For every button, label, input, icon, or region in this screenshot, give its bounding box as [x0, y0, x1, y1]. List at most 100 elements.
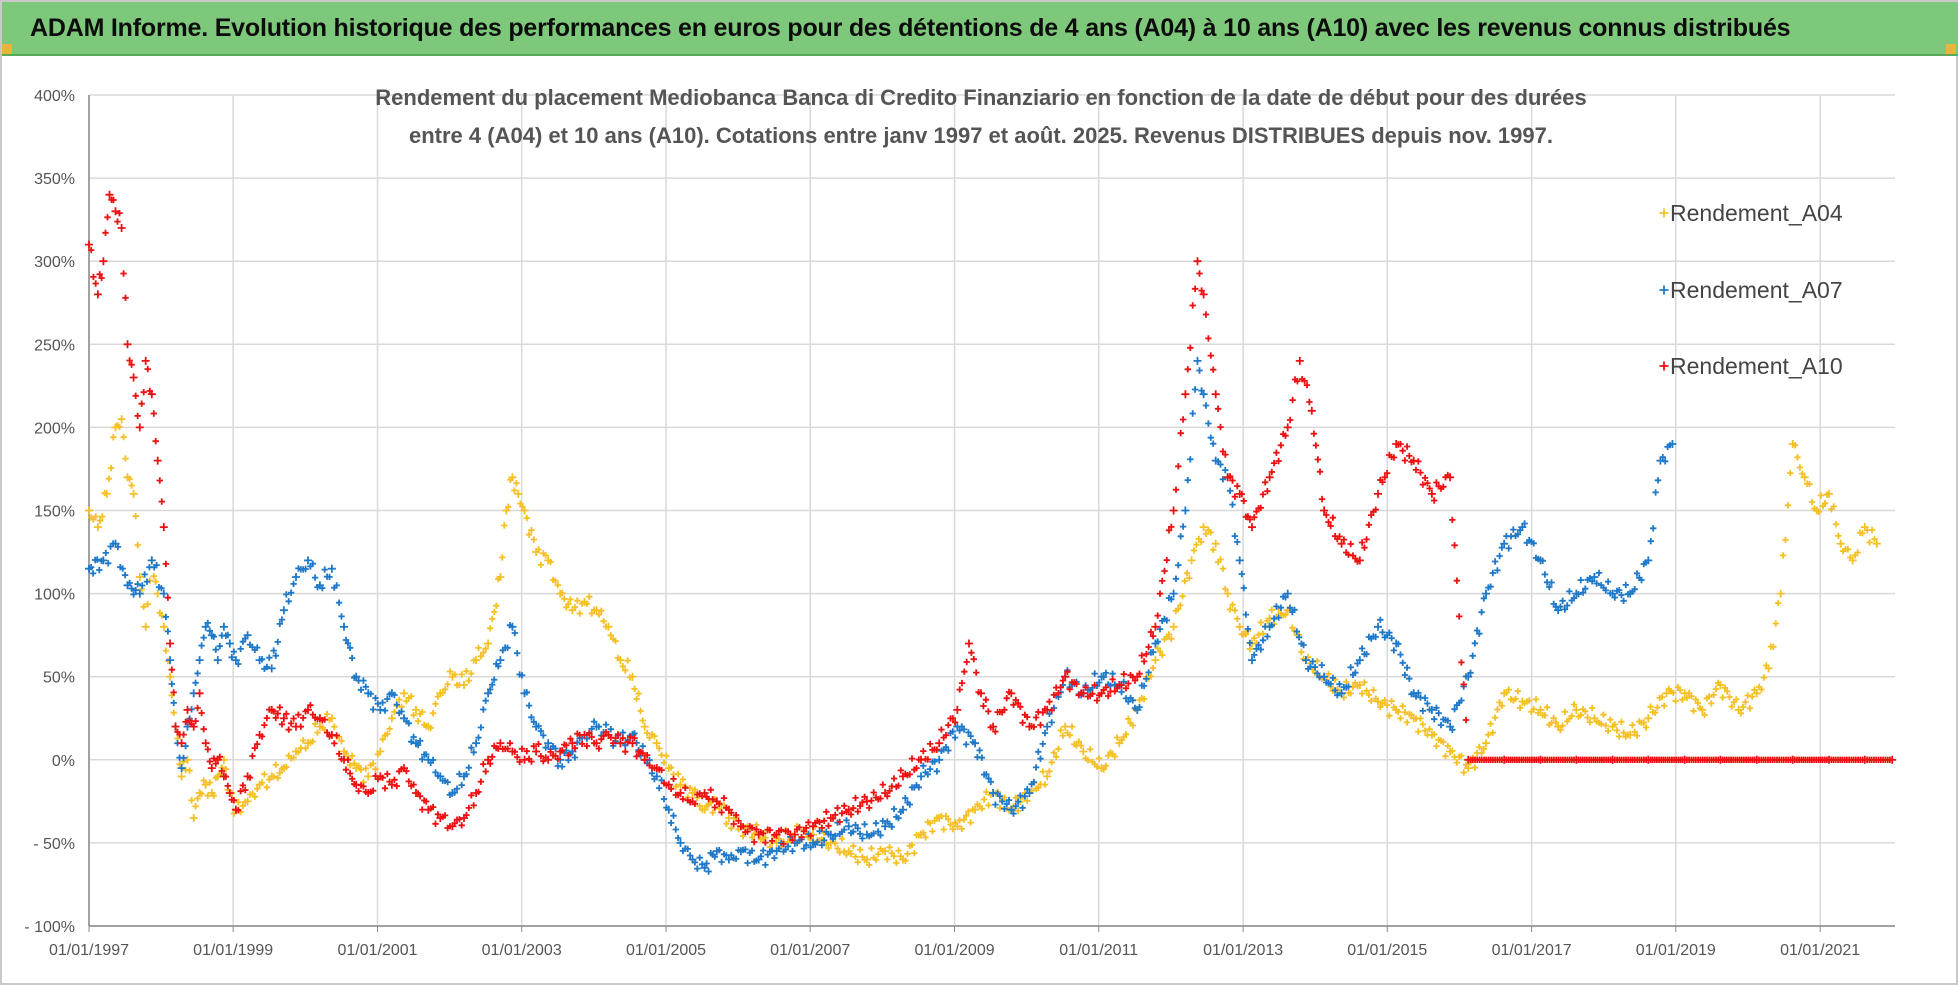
data-point [475, 734, 482, 741]
data-point [1343, 678, 1350, 685]
data-point [1219, 476, 1227, 483]
data-point [1226, 606, 1234, 613]
data-point [1181, 577, 1188, 585]
data-point [940, 826, 947, 833]
data-point [619, 734, 626, 742]
data-point [105, 190, 114, 199]
data-point [535, 722, 542, 730]
data-point [1202, 530, 1210, 537]
data-point [1177, 602, 1184, 609]
data-point [1505, 686, 1512, 693]
data-point [372, 766, 379, 773]
data-point [718, 858, 725, 866]
data-point [667, 785, 675, 792]
data-point [110, 196, 117, 204]
data-point [1469, 652, 1476, 659]
data-point [1830, 503, 1837, 510]
data-point [1125, 698, 1132, 705]
data-point [807, 844, 814, 851]
data-point [1259, 637, 1267, 644]
data-point [1217, 461, 1224, 468]
data-point [823, 808, 830, 815]
data-point [1471, 764, 1479, 771]
data-point [1539, 557, 1546, 564]
data-point [164, 628, 172, 635]
data-point [1005, 796, 1013, 804]
data-point [530, 536, 537, 543]
data-point [1301, 656, 1310, 665]
data-point [206, 758, 213, 765]
data-point [258, 779, 266, 786]
data-point [1190, 547, 1198, 554]
data-point [1075, 738, 1082, 745]
data-point [300, 714, 307, 722]
data-point [852, 821, 859, 829]
data-point [1043, 722, 1052, 731]
data-point [219, 622, 228, 631]
data-point [451, 820, 458, 827]
data-point [520, 755, 529, 764]
data-point [1107, 682, 1114, 689]
data-point [861, 793, 868, 800]
data-point [194, 670, 201, 677]
data-point [1265, 473, 1274, 482]
data-point [1424, 480, 1431, 487]
data-point [346, 770, 354, 777]
data-point [552, 752, 559, 759]
data-point [561, 595, 568, 602]
data-point [859, 835, 866, 842]
data-point [771, 854, 778, 862]
data-point [1421, 694, 1429, 702]
data-point [416, 793, 424, 800]
data-point [491, 608, 498, 616]
data-point [128, 585, 135, 592]
data-point [762, 839, 769, 846]
data-point [1105, 692, 1112, 700]
data-point [850, 828, 857, 835]
data-point [458, 671, 465, 678]
data-point [1277, 604, 1285, 611]
data-point [600, 732, 607, 740]
data-point [854, 858, 861, 866]
data-point [720, 794, 728, 802]
data-point [120, 270, 127, 277]
data-point [342, 636, 350, 644]
data-point [1572, 705, 1581, 714]
data-point [416, 737, 424, 744]
data-point [1229, 501, 1236, 508]
data-point [877, 795, 884, 802]
data-point [194, 795, 201, 802]
data-point [458, 781, 465, 789]
legend-marker-Rendement_A04 [1659, 208, 1669, 218]
corner-mark-right [1946, 44, 1956, 54]
data-point [1189, 302, 1196, 309]
data-point [571, 754, 579, 761]
data-point [1318, 661, 1325, 669]
data-point [1358, 645, 1366, 652]
data-point [1690, 707, 1697, 715]
data-point [664, 780, 673, 789]
data-point [1138, 652, 1145, 659]
data-point [1577, 576, 1584, 584]
data-point [183, 705, 192, 714]
data-point [99, 513, 106, 520]
data-point [117, 224, 126, 232]
data-point [1323, 511, 1330, 519]
data-point [567, 596, 574, 603]
data-point [1752, 689, 1761, 698]
data-point [92, 280, 99, 287]
data-point [963, 658, 970, 666]
data-point [1541, 571, 1549, 578]
data-point [508, 622, 517, 631]
data-point [960, 726, 968, 733]
data-point [633, 753, 640, 760]
data-point [327, 714, 336, 723]
data-point [400, 689, 408, 698]
data-point [1248, 523, 1256, 532]
data-point [99, 257, 108, 266]
data-point [144, 601, 151, 608]
data-point [1007, 805, 1016, 814]
data-point [766, 826, 774, 834]
data-point [1379, 629, 1386, 636]
